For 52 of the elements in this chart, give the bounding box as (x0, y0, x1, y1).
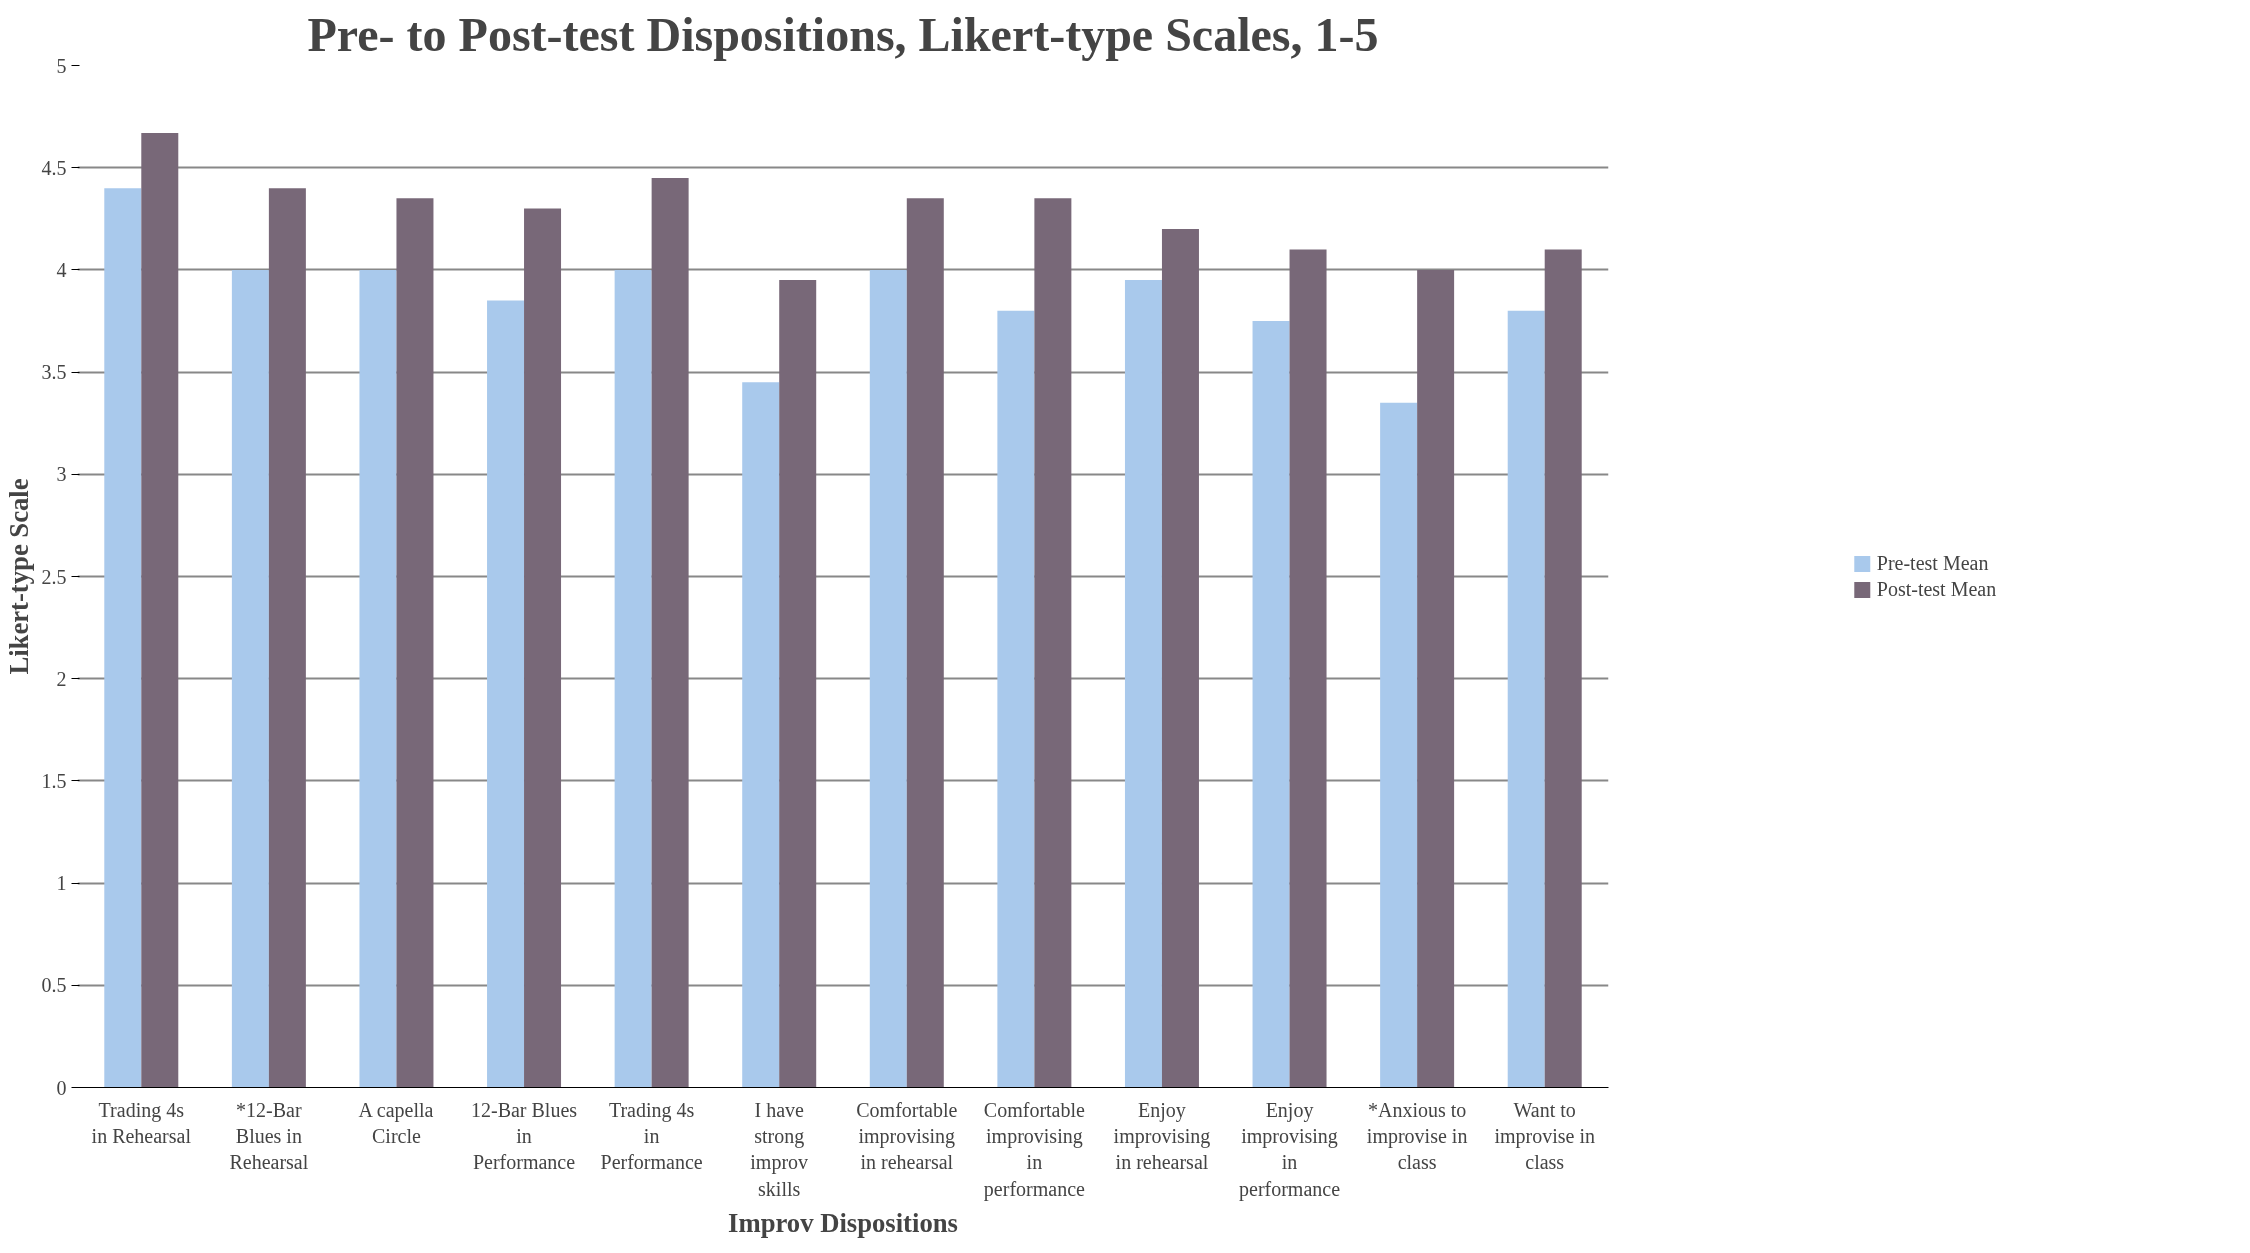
legend-label: Post-test Mean (1876, 577, 1997, 601)
x-tick-label: Want to improvise in class (1494, 1098, 1595, 1174)
x-axis-title: Improv Dispositions (728, 1207, 958, 1238)
y-tick-label: 1 (56, 872, 67, 895)
bar (869, 269, 907, 1088)
x-tick-label: Comfortable improvising in performance (983, 1098, 1086, 1201)
bar (1417, 269, 1455, 1088)
x-tick-label: Trading 4s in Rehearsal (91, 1098, 192, 1147)
bar (997, 310, 1035, 1088)
y-tick-label: 2.5 (41, 565, 67, 588)
bar (1161, 229, 1199, 1088)
bar (487, 300, 525, 1088)
bar (141, 132, 179, 1088)
bar (779, 280, 817, 1088)
y-tick-label: 4.5 (41, 156, 67, 179)
bar (1289, 249, 1327, 1088)
bar (1544, 249, 1582, 1088)
bar (1124, 280, 1162, 1088)
y-tick-label: 3 (56, 463, 67, 486)
x-tick-label: Comfortable improvising in rehearsal (856, 1098, 958, 1174)
bar (359, 269, 397, 1088)
x-tick-label: I have strong improv skills (750, 1098, 809, 1200)
bar (651, 177, 689, 1088)
bar (1380, 402, 1418, 1088)
x-tick-label: Enjoy improvising in rehearsal (1113, 1098, 1211, 1174)
bar (1034, 198, 1072, 1088)
x-tick-label: *12-Bar Blues in Rehearsal (229, 1098, 309, 1174)
y-tick-label: 0.5 (41, 974, 67, 997)
y-tick-label: 3.5 (41, 361, 67, 384)
x-tick-label: Trading 4s in Performance (600, 1098, 703, 1174)
legend-label: Pre-test Mean (1876, 551, 1989, 575)
bar (524, 208, 562, 1088)
bar (231, 269, 269, 1088)
x-tick-label: 12-Bar Blues in Performance (470, 1098, 578, 1174)
y-tick-label: 5 (56, 54, 67, 77)
y-tick-label: 1.5 (41, 769, 67, 792)
y-tick-label: 0 (56, 1076, 67, 1099)
x-tick-label: Enjoy improvising in performance (1239, 1098, 1341, 1201)
bar (742, 382, 780, 1088)
y-tick-label: 4 (56, 258, 67, 281)
y-axis-title: Likert-type Scale (3, 478, 34, 675)
bar (104, 188, 142, 1088)
x-tick-label: A capella Circle (358, 1098, 434, 1147)
bar (268, 188, 306, 1088)
bar (1507, 310, 1545, 1088)
bar (614, 269, 652, 1088)
bar (1252, 321, 1290, 1088)
bar (906, 198, 944, 1088)
y-tick-label: 2 (56, 667, 67, 690)
chart-title: Pre- to Post-test Dispositions, Likert-type Scales, 1-5 (307, 7, 1379, 61)
x-tick-label: *Anxious to improvise in class (1366, 1098, 1468, 1174)
bar (396, 198, 434, 1088)
